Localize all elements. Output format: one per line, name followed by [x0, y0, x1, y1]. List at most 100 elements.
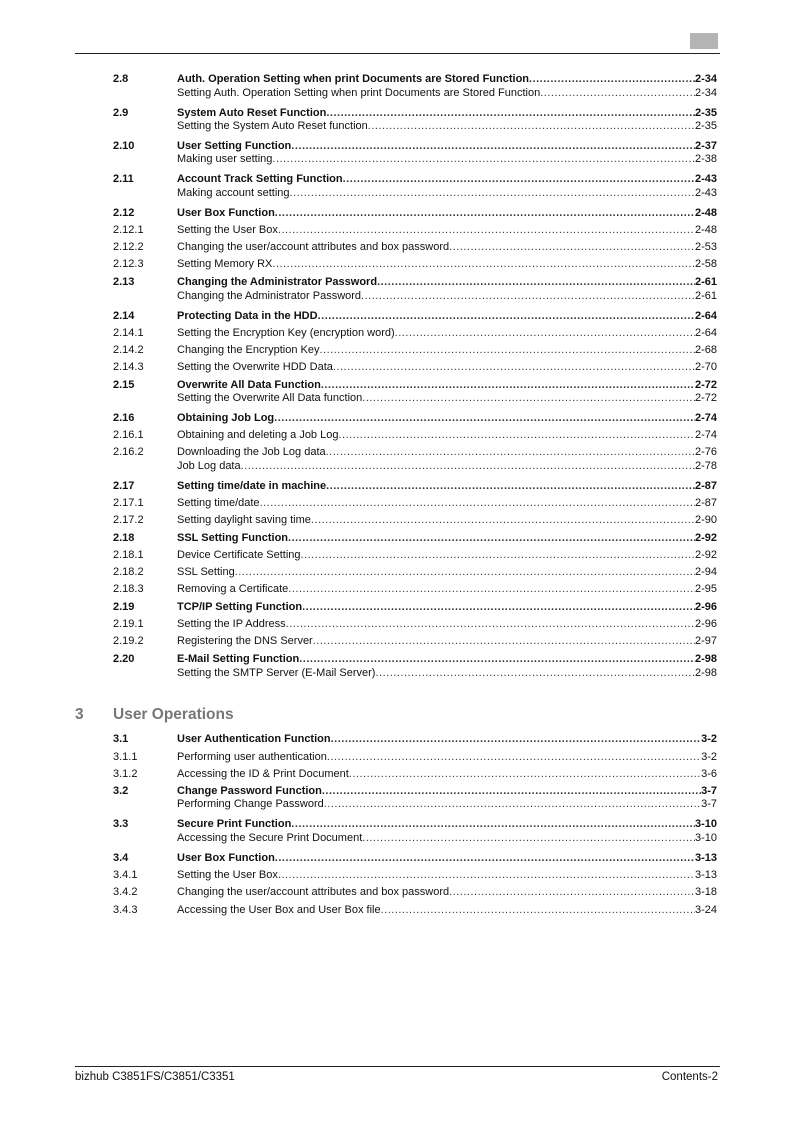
toc-entry-page: 2-92 [694, 532, 717, 544]
toc-entry-title: Downloading the Job Log data [177, 446, 326, 458]
toc-entry-number: 2.15 [113, 379, 135, 391]
toc-leader-dots [362, 391, 695, 405]
toc-entry-page: 2-35 [694, 120, 717, 132]
header-rule [75, 53, 720, 54]
toc-entry[interactable]: Changing the Administrator Password 2-61 [113, 289, 717, 303]
toc-entry-number: 3.4 [113, 852, 129, 864]
toc-entry[interactable]: 2.8 Auth. Operation Setting when print Do… [113, 72, 717, 86]
toc-entry-number: 2.11 [113, 173, 134, 185]
toc-entry[interactable]: Setting the Overwrite All Data function 2… [113, 391, 717, 405]
toc-entry-page: 2-43 [694, 187, 717, 199]
toc-entry[interactable]: Performing Change Password 3-7 [113, 797, 717, 811]
toc-entry[interactable]: 3.3 Secure Print Function 3-10 [113, 817, 717, 831]
toc-entry-title: System Auto Reset Function [177, 107, 327, 119]
toc-entry[interactable]: 2.11 Account Track Setting Function 2-43 [113, 172, 717, 186]
toc-entry-page: 2-94 [694, 566, 717, 578]
toc-entry-page: 2-61 [694, 290, 717, 302]
toc-entry-number: 2.17 [113, 480, 135, 492]
toc-entry[interactable]: 3.1.1 Performing user authentication 3-2 [113, 750, 717, 764]
toc-entry-page: 2-96 [694, 601, 717, 613]
toc-leader-dots [449, 240, 695, 254]
toc-entry-title: User Box Function [177, 852, 275, 864]
toc-entry[interactable]: 2.15 Overwrite All Data Function 2-72 [113, 378, 717, 392]
toc-entry[interactable]: 2.19 TCP/IP Setting Function 2-96 [113, 600, 717, 614]
chapter-title: User Operations [113, 706, 234, 723]
toc-entry-number: 2.19.2 [113, 635, 144, 647]
toc-entry[interactable]: 3.4.3 Accessing the User Box and User Box… [113, 903, 717, 917]
toc-entry-title: User Setting Function [177, 140, 292, 152]
toc-entry[interactable]: 2.20 E-Mail Setting Function 2-98 [113, 652, 717, 666]
toc-entry-page: 2-34 [694, 73, 717, 85]
toc-entry[interactable]: 3.4.2 Changing the user/account attribute… [113, 885, 717, 899]
toc-entry[interactable]: 2.19.2 Registering the DNS Server 2-97 [113, 634, 717, 648]
toc-entry[interactable]: 2.12.3 Setting Memory RX 2-58 [113, 257, 717, 271]
toc-entry[interactable]: 3.4.1 Setting the User Box 3-13 [113, 868, 717, 882]
toc-entry[interactable]: 2.16 Obtaining Job Log 2-74 [113, 411, 717, 425]
toc-entry[interactable]: Setting the System Auto Reset function 2-… [113, 119, 717, 133]
toc-entry[interactable]: 2.10 User Setting Function 2-37 [113, 139, 717, 153]
toc-entry[interactable]: 2.18.1 Device Certificate Setting 2-92 [113, 548, 717, 562]
toc-entry[interactable]: 2.18 SSL Setting Function 2-92 [113, 531, 717, 545]
toc-entry[interactable]: 2.12 User Box Function 2-48 [113, 206, 717, 220]
toc-entry-page: 2-48 [694, 224, 717, 236]
toc-leader-dots [331, 732, 702, 746]
toc-entry[interactable]: 2.14 Protecting Data in the HDD 2-64 [113, 309, 717, 323]
toc-entry-title: Setting the System Auto Reset function [177, 120, 368, 132]
toc-entry[interactable]: 2.18.3 Removing a Certificate 2-95 [113, 582, 717, 596]
toc-leader-dots [361, 289, 695, 303]
toc-entry[interactable]: 2.13 Changing the Administrator Password 2… [113, 275, 717, 289]
toc-entry[interactable]: 2.19.1 Setting the IP Address 2-96 [113, 617, 717, 631]
toc-entry[interactable]: 2.16.1 Obtaining and deleting a Job Log 2-… [113, 428, 717, 442]
toc-leader-dots [381, 903, 695, 917]
toc-entry[interactable]: 2.18.2 SSL Setting 2-94 [113, 565, 717, 579]
toc-entry[interactable]: Setting the SMTP Server (E-Mail Server) 2… [113, 666, 717, 680]
toc-entry[interactable]: 2.14.2 Changing the Encryption Key 2-68 [113, 343, 717, 357]
toc-entry-number: 2.14.1 [113, 327, 144, 339]
toc-entry[interactable]: 3.1.2 Accessing the ID & Print Document 3-… [113, 767, 717, 781]
toc-entry[interactable]: 3.2 Change Password Function 3-7 [113, 784, 717, 798]
toc-entry[interactable]: 2.17.1 Setting time/date 2-87 [113, 496, 717, 510]
toc-entry-number [113, 186, 177, 200]
toc-entry[interactable]: Making user setting 2-38 [113, 152, 717, 166]
toc-entry[interactable]: Job Log data 2-78 [113, 459, 717, 473]
toc-entry-number: 2.16 [113, 412, 135, 424]
toc-entry[interactable]: Accessing the Secure Print Document 3-10 [113, 831, 717, 845]
toc-entry-number [113, 391, 177, 405]
toc-entry[interactable]: 2.16.2 Downloading the Job Log data 2-76 [113, 445, 717, 459]
toc-entry[interactable]: Setting Auth. Operation Setting when pri… [113, 86, 717, 100]
toc-leader-dots [278, 868, 695, 882]
toc-entry[interactable]: 2.14.3 Setting the Overwrite HDD Data 2-70 [113, 360, 717, 374]
toc-entry-number: 2.12.2 [113, 241, 144, 253]
toc-entry-title: Accessing the ID & Print Document [177, 768, 349, 780]
toc-entry-title: Removing a Certificate [177, 583, 289, 595]
toc-entry-title: Device Certificate Setting [177, 549, 301, 561]
toc-entry-page: 2-78 [694, 460, 717, 472]
toc-entry-number [113, 289, 177, 303]
toc-entry-page: 3-10 [694, 832, 717, 844]
toc-entry-page: 2-95 [694, 583, 717, 595]
toc-entry[interactable]: 3.1 User Authentication Function 3-2 [113, 732, 717, 746]
toc-entry-number: 2.12.1 [113, 224, 144, 236]
toc-leader-dots [291, 139, 695, 153]
toc-entry-title: Setting Memory RX [177, 258, 273, 270]
toc-entry[interactable]: 2.12.1 Setting the User Box 2-48 [113, 223, 717, 237]
toc-entry[interactable]: 3.4 User Box Function 3-13 [113, 851, 717, 865]
toc-entry[interactable]: 2.17 Setting time/date in machine 2-87 [113, 479, 717, 493]
toc-entry[interactable]: 2.14.1 Setting the Encryption Key (encryp… [113, 326, 717, 340]
toc-entry-number: 2.14.3 [113, 361, 144, 373]
toc-entry-number [113, 119, 177, 133]
toc-entry-page: 3-7 [701, 798, 717, 810]
toc-entry-title: Setting the Encryption Key (encryption w… [177, 327, 395, 339]
toc-entry-number: 2.16.1 [113, 429, 144, 441]
toc-entry[interactable]: Making account setting 2-43 [113, 186, 717, 200]
toc-entry-title: Accessing the Secure Print Document [177, 832, 363, 844]
toc-entry-page: 3-18 [694, 886, 717, 898]
toc-entry-title: Setting the Overwrite HDD Data [177, 361, 333, 373]
toc-entry-page: 3-24 [694, 904, 717, 916]
toc-entry[interactable]: 2.9 System Auto Reset Function 2-35 [113, 106, 717, 120]
toc-leader-dots [290, 186, 695, 200]
toc-entry[interactable]: 2.12.2 Changing the user/account attribut… [113, 240, 717, 254]
toc-entry-number [113, 666, 177, 680]
toc-entry[interactable]: 2.17.2 Setting daylight saving time 2-90 [113, 513, 717, 527]
